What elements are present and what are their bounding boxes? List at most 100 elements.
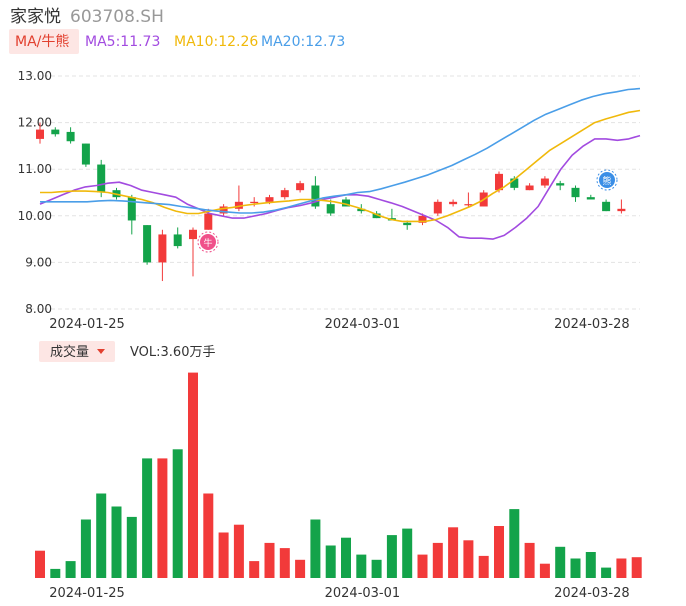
ma-toggle-button[interactable] bbox=[9, 29, 79, 54]
volume-bar bbox=[478, 555, 489, 578]
candle bbox=[556, 180, 565, 191]
candle-body bbox=[36, 129, 44, 139]
candle-body bbox=[495, 173, 503, 191]
price-tick-label: 10.00 bbox=[18, 209, 52, 223]
price-tick-label: 9.00 bbox=[25, 255, 52, 269]
volume-bar bbox=[50, 568, 61, 578]
volume-indicator-button[interactable] bbox=[39, 341, 115, 362]
candle-body bbox=[556, 183, 565, 186]
volume-x-tick-label: 2024-03-28 bbox=[554, 586, 630, 601]
candle bbox=[311, 176, 320, 209]
volume-bar bbox=[494, 526, 504, 578]
ma5-legend: MA5:11.73 bbox=[85, 34, 160, 50]
candle-body bbox=[265, 197, 274, 202]
candle bbox=[66, 127, 75, 144]
volume-value: VOL:3.60万手 bbox=[130, 345, 215, 360]
candle bbox=[158, 229, 167, 282]
volume-bar bbox=[233, 524, 244, 578]
candle bbox=[433, 199, 442, 216]
candle-body bbox=[342, 199, 350, 207]
volume-bar bbox=[157, 458, 168, 578]
ma10-line bbox=[40, 109, 641, 223]
candle-body bbox=[158, 234, 167, 263]
ma-toggle-label[interactable]: MA/牛熊 bbox=[15, 34, 69, 50]
volume-bar bbox=[80, 519, 91, 578]
volume-bar bbox=[631, 557, 642, 578]
svg-text:牛: 牛 bbox=[203, 237, 212, 249]
volume-bar bbox=[142, 458, 153, 578]
volume-bar bbox=[111, 506, 122, 578]
svg-text:熊: 熊 bbox=[602, 175, 611, 187]
volume-bar bbox=[524, 542, 535, 578]
bear-marker-icon[interactable]: 熊 bbox=[596, 169, 618, 191]
volume-bar bbox=[570, 558, 581, 578]
volume-x-tick-label: 2024-03-01 bbox=[325, 586, 401, 601]
candle bbox=[510, 176, 519, 191]
candle bbox=[81, 143, 90, 167]
bull-marker-icon[interactable]: 牛 bbox=[197, 231, 219, 253]
candle bbox=[189, 227, 197, 277]
price-y-axis: 13.00 12.00 11.00 10.00 9.00 8.00 bbox=[18, 69, 52, 316]
candle-body bbox=[540, 178, 549, 186]
candle-body bbox=[433, 201, 442, 214]
volume-bar bbox=[295, 559, 306, 578]
price-tick-label: 8.00 bbox=[25, 302, 52, 316]
volume-x-tick-label: 2024-01-25 bbox=[49, 586, 125, 601]
candle-body bbox=[250, 201, 259, 204]
candle-body bbox=[143, 225, 152, 263]
moving-average-lines bbox=[39, 87, 641, 240]
volume-indicator-label[interactable]: 成交量 bbox=[50, 344, 89, 360]
candle-body bbox=[97, 164, 106, 193]
ma10-legend: MA10:12.26 bbox=[174, 34, 258, 50]
price-grid bbox=[30, 75, 640, 310]
volume-bar bbox=[356, 554, 367, 578]
volume-bar bbox=[249, 561, 260, 578]
volume-bar bbox=[341, 537, 351, 578]
volume-bar bbox=[555, 546, 566, 578]
candle-body bbox=[173, 234, 182, 247]
candle bbox=[143, 225, 152, 265]
volume-bar bbox=[509, 509, 520, 578]
candle-body bbox=[219, 206, 228, 214]
volume-bar bbox=[585, 552, 596, 578]
candle-body bbox=[51, 129, 60, 135]
price-x-tick-label: 2024-03-01 bbox=[325, 317, 401, 332]
volume-bar bbox=[432, 542, 443, 578]
candle bbox=[219, 204, 228, 216]
candle-body bbox=[617, 208, 626, 212]
volume-bar bbox=[386, 535, 397, 578]
candle-body bbox=[326, 204, 335, 214]
candle-body bbox=[296, 183, 305, 191]
volume-bar bbox=[203, 493, 214, 578]
stock-code: 603708.SH bbox=[70, 7, 164, 27]
candle bbox=[326, 199, 335, 216]
candle-body bbox=[571, 187, 580, 198]
candle-body bbox=[127, 197, 136, 221]
price-x-tick-label: 2024-03-28 bbox=[554, 317, 630, 332]
candle bbox=[464, 192, 473, 207]
candle-body bbox=[586, 197, 595, 200]
candle bbox=[525, 183, 534, 191]
volume-bar bbox=[616, 558, 627, 578]
candle bbox=[97, 159, 106, 198]
candle bbox=[36, 122, 44, 144]
candle-body bbox=[602, 201, 611, 212]
volume-bar bbox=[310, 519, 321, 578]
volume-bar bbox=[279, 548, 290, 578]
volume-bar bbox=[539, 563, 550, 578]
candle-body bbox=[464, 204, 473, 206]
chevron-down-icon[interactable] bbox=[97, 349, 105, 354]
candle-body bbox=[449, 201, 458, 205]
volume-bar bbox=[126, 516, 137, 578]
volume-bar bbox=[601, 567, 612, 578]
ma20-legend: MA20:12.73 bbox=[261, 34, 345, 50]
candle bbox=[571, 185, 580, 202]
ma20-line bbox=[40, 87, 641, 214]
candle bbox=[617, 199, 626, 214]
price-x-tick-label: 2024-01-25 bbox=[49, 317, 125, 332]
volume-bar bbox=[35, 550, 45, 578]
volume-bar bbox=[188, 372, 198, 578]
candle bbox=[173, 227, 182, 249]
volume-bar bbox=[264, 542, 275, 578]
